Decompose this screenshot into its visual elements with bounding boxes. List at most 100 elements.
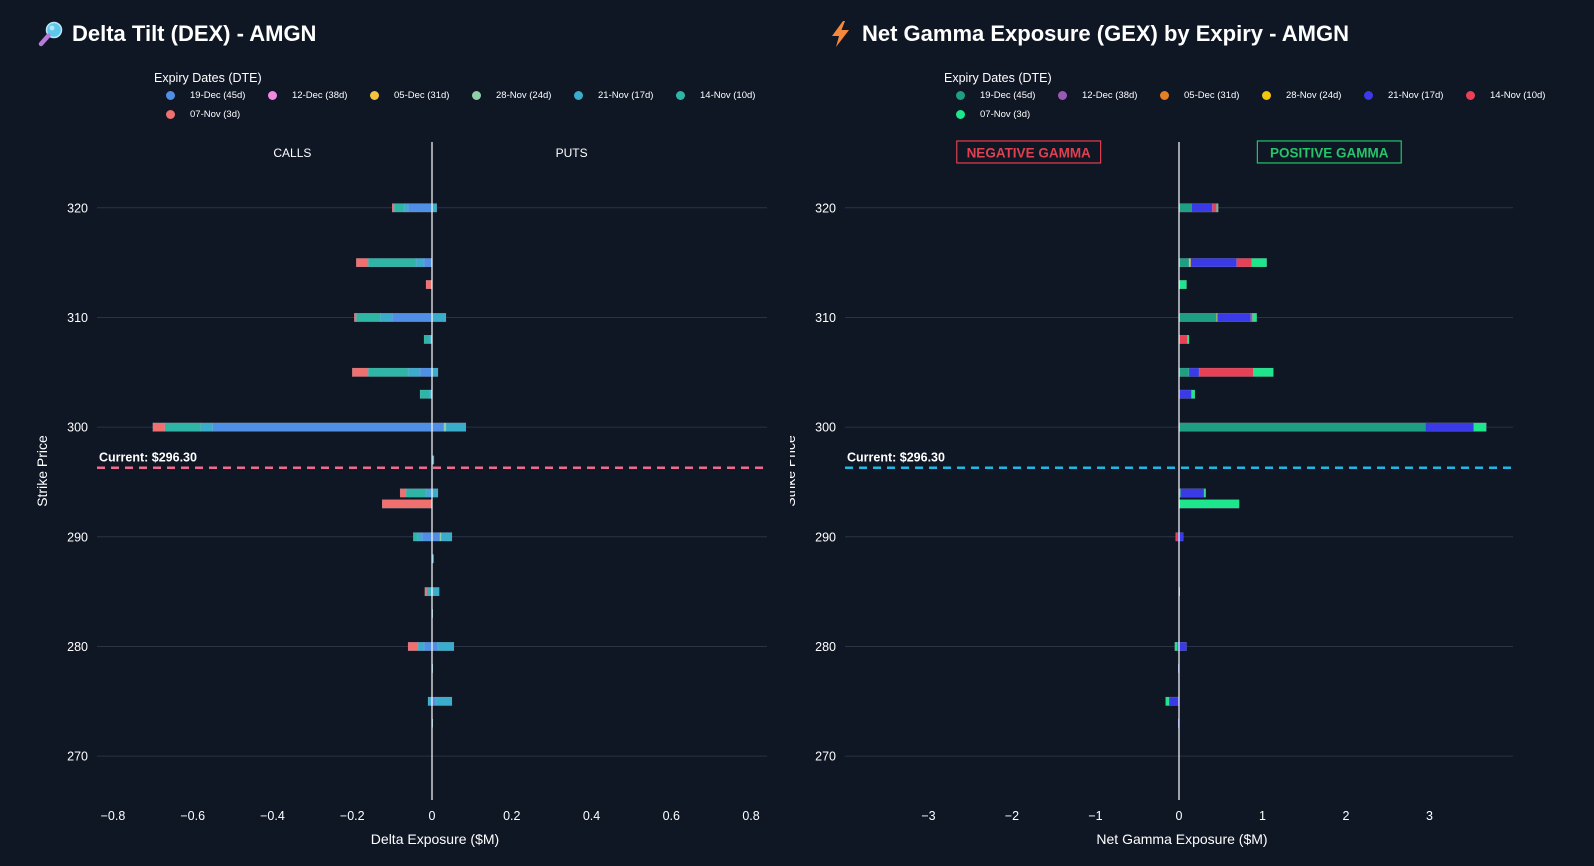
- bar-segment: [368, 258, 417, 268]
- y-axis-label: Strike Price: [790, 435, 798, 507]
- legend-swatch: [956, 91, 965, 100]
- legend-item[interactable]: 12-Dec (38d): [268, 90, 347, 101]
- legend-label: 05-Dec (31d): [1184, 90, 1240, 101]
- bar-segment: [1178, 422, 1426, 432]
- legend-item[interactable]: 21-Nov (17d): [1364, 90, 1443, 101]
- lightning-bolt-icon: [832, 21, 849, 47]
- bar-segment: [431, 422, 445, 432]
- y-tick-label: 300: [815, 421, 836, 435]
- bar-segment: [381, 499, 433, 509]
- legend-label: 21-Nov (17d): [1388, 90, 1444, 101]
- x-tick-label: 1: [1259, 809, 1266, 823]
- legend-item[interactable]: 19-Dec (45d): [956, 90, 1035, 101]
- legend-item[interactable]: 12-Dec (38d): [1058, 90, 1137, 101]
- legend-item[interactable]: 28-Nov (24d): [1262, 90, 1341, 101]
- bar-segment: [419, 389, 431, 399]
- bar-segment: [391, 203, 395, 213]
- x-tick-label: −0.4: [260, 809, 285, 823]
- y-tick-label: 280: [67, 640, 88, 654]
- bar-segment: [407, 203, 433, 213]
- bar-segment: [435, 696, 453, 706]
- annotation-label: POSITIVE GAMMA: [1270, 146, 1389, 161]
- legend-swatch: [1262, 91, 1271, 100]
- dex-chart: 270 280 290 300 310 320 −0.8 −0.6 −0.4 −0.2 0 0.2 0.…: [34, 142, 767, 847]
- legend-swatch: [1160, 91, 1169, 100]
- legend-item[interactable]: 19-Dec (45d): [166, 90, 245, 101]
- y-tick-label: 320: [67, 201, 88, 215]
- y-axis-label: Strike Price: [34, 435, 50, 507]
- bar-segment: [152, 422, 165, 432]
- bar-segment: [354, 313, 357, 322]
- bar-segment: [443, 422, 447, 432]
- bar-segment: [431, 313, 447, 322]
- legend-item[interactable]: 07-Nov (3d): [956, 109, 1030, 120]
- bar-segment: [425, 488, 431, 498]
- x-axis-label: Net Gamma Exposure ($M): [1096, 831, 1267, 847]
- bar-segment: [439, 532, 442, 542]
- bar-segment: [391, 313, 433, 322]
- legend-swatch: [1466, 91, 1475, 100]
- bar-segment: [1178, 642, 1187, 651]
- legend-item[interactable]: 14-Nov (10d): [1466, 90, 1545, 101]
- dex-panel: Delta Tilt (DEX) - AMGN Expiry Dates (DT…: [0, 0, 790, 866]
- bar-segment: [1180, 488, 1205, 498]
- legend-swatch: [370, 91, 379, 100]
- legend-swatch: [1058, 91, 1067, 100]
- annotation-label: CALLS: [273, 146, 311, 160]
- bar-segment: [1198, 367, 1254, 377]
- bar-segment: [413, 532, 418, 542]
- x-tick-label: 0.6: [663, 809, 680, 823]
- bar-segment: [421, 532, 433, 542]
- gex-panel: Net Gamma Exposure (GEX) by Expiry - AMG…: [790, 0, 1594, 866]
- bar-segment: [164, 422, 201, 432]
- bar-segment: [431, 488, 439, 498]
- y-tick-label: 270: [67, 750, 88, 764]
- legend-item[interactable]: 21-Nov (17d): [574, 90, 653, 101]
- bar-segment: [1178, 334, 1188, 344]
- bar-segment: [393, 203, 405, 213]
- x-tick-label: −0.8: [101, 809, 126, 823]
- y-tick-label: 300: [67, 421, 88, 435]
- bar-segment: [1191, 389, 1196, 399]
- legend-label: 07-Nov (3d): [980, 109, 1031, 120]
- bar-segment: [1425, 422, 1474, 432]
- x-tick-label: 2: [1343, 809, 1350, 823]
- legend-item[interactable]: 28-Nov (24d): [472, 90, 551, 101]
- x-tick-label: 0: [429, 809, 436, 823]
- gex-chart: 270 280 290 300 310 320 −3 −2 −1 0 1 2 3 Net Gamma Ex…: [790, 140, 1513, 847]
- bar-segment: [426, 587, 429, 597]
- legend-label: 12-Dec (38d): [292, 90, 348, 101]
- legend-swatch: [166, 91, 175, 100]
- bar-segment: [356, 313, 381, 322]
- y-tick-label: 280: [815, 640, 836, 654]
- bar-segment: [1178, 280, 1187, 289]
- bar-segment: [352, 367, 369, 377]
- bar-segment: [415, 258, 425, 268]
- legend-label: 28-Nov (24d): [496, 90, 552, 101]
- bar-segment: [1217, 313, 1251, 322]
- legend-swatch: [166, 110, 175, 119]
- legend-item[interactable]: 05-Dec (31d): [1160, 90, 1239, 101]
- legend-item[interactable]: 05-Dec (31d): [370, 90, 449, 101]
- legend-label: 19-Dec (45d): [980, 90, 1036, 101]
- x-tick-label: 3: [1426, 809, 1433, 823]
- legend-label: 12-Dec (38d): [1082, 90, 1138, 101]
- legend-item[interactable]: 07-Nov (3d): [166, 109, 240, 120]
- legend-swatch: [956, 110, 965, 119]
- y-tick-label: 310: [815, 311, 836, 325]
- bar-segment: [407, 367, 421, 377]
- bar-segment: [405, 488, 427, 498]
- bar-segment: [425, 280, 433, 289]
- bar-segment: [441, 532, 453, 542]
- x-axis-label: Delta Exposure ($M): [371, 831, 499, 847]
- x-tick-label: −2: [1005, 809, 1019, 823]
- legend-swatch: [574, 91, 583, 100]
- legend-item[interactable]: 14-Nov (10d): [676, 90, 755, 101]
- x-tick-label: −0.2: [340, 809, 365, 823]
- current-price-label: Current: $296.30: [847, 451, 945, 465]
- bar-segment: [1250, 313, 1253, 322]
- bar-segment: [399, 488, 407, 498]
- x-tick-label: −3: [921, 809, 935, 823]
- current-price-label: Current: $296.30: [99, 451, 197, 465]
- bar-segment: [1473, 422, 1487, 432]
